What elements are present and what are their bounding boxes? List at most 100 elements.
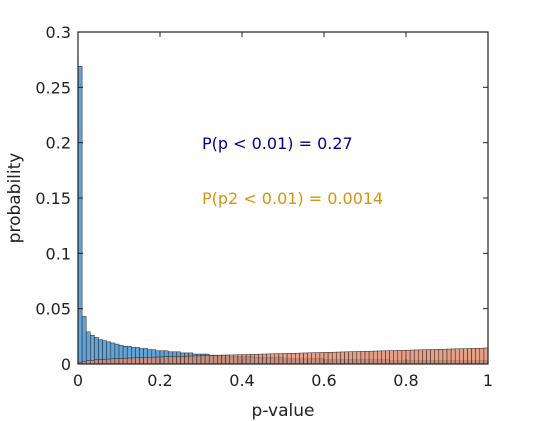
bar-series2-bin-22 xyxy=(167,356,173,365)
bar-series1-bin-1 xyxy=(81,316,87,365)
bar-series2-bin-52 xyxy=(290,353,296,365)
bar-series2-bin-47 xyxy=(270,353,276,365)
bar-series2-bin-15 xyxy=(139,357,144,365)
x-tick-label: 0.8 xyxy=(393,371,418,390)
bar-series2-bin-74 xyxy=(381,350,386,365)
bar-series2-bin-94 xyxy=(463,348,468,365)
bar-series2-bin-44 xyxy=(258,353,263,365)
histogram-bars xyxy=(77,66,489,365)
bar-series2-bin-75 xyxy=(385,350,390,365)
bar-series2-bin-55 xyxy=(303,352,308,365)
bar-series2-bin-18 xyxy=(151,356,157,365)
annotation-p: P(p < 0.01) = 0.27 xyxy=(202,134,353,153)
bar-series2-bin-32 xyxy=(208,355,214,365)
bar-series2-bin-7 xyxy=(106,358,112,365)
bar-series2-bin-99 xyxy=(483,347,489,365)
bar-series2-bin-68 xyxy=(356,351,362,365)
bar-series2-bin-80 xyxy=(405,349,411,365)
bar-series2-bin-9 xyxy=(114,358,120,365)
bar-series2-bin-23 xyxy=(172,356,177,365)
bar-series2-bin-21 xyxy=(163,356,169,365)
y-axis-title: probability xyxy=(5,153,25,244)
bar-series2-bin-88 xyxy=(438,349,444,365)
bar-series2-bin-81 xyxy=(409,349,415,365)
y-tick-label: 0.3 xyxy=(46,23,71,42)
y-tick-label: 0.25 xyxy=(35,78,71,97)
bar-series2-bin-89 xyxy=(442,348,448,365)
bar-series2-bin-78 xyxy=(397,350,403,365)
y-tick-label: 0.05 xyxy=(35,300,71,319)
bar-series2-bin-20 xyxy=(159,356,165,365)
x-tick-label: 0 xyxy=(73,371,83,390)
bar-series2-bin-62 xyxy=(331,351,337,365)
bar-series2-bin-69 xyxy=(360,351,366,365)
bar-series2-bin-16 xyxy=(143,357,148,365)
bar-series2-bin-34 xyxy=(217,355,222,365)
bar-series2-bin-59 xyxy=(319,352,325,365)
bar-series2-bin-53 xyxy=(295,352,300,365)
bar-series2-bin-19 xyxy=(155,356,161,365)
bar-series1-bin-0 xyxy=(77,66,83,365)
bar-series2-bin-57 xyxy=(311,352,317,365)
bar-series2-bin-65 xyxy=(344,351,349,365)
bar-series1-bin-2 xyxy=(85,331,91,365)
bar-series2-bin-96 xyxy=(471,348,476,365)
bar-series2-bin-54 xyxy=(299,352,304,365)
bar-series2-bin-76 xyxy=(389,350,394,365)
bar-series2-bin-50 xyxy=(282,353,288,365)
y-tick-label: 0.2 xyxy=(46,134,71,153)
x-tick-label: 0.2 xyxy=(147,371,172,390)
x-tick-label: 0.6 xyxy=(311,371,336,390)
bar-series2-bin-5 xyxy=(98,359,103,365)
bar-series2-bin-95 xyxy=(467,348,472,365)
bar-series2-bin-48 xyxy=(274,353,280,365)
bar-series2-bin-86 xyxy=(430,349,435,365)
bar-series2-bin-82 xyxy=(413,349,419,365)
bar-series2-bin-90 xyxy=(446,348,452,365)
bar-series2-bin-30 xyxy=(200,355,206,365)
y-tick-label: 0.1 xyxy=(46,244,71,263)
bar-series2-bin-36 xyxy=(225,354,230,365)
x-axis-title: p-value xyxy=(252,401,315,421)
bar-series2-bin-64 xyxy=(340,351,345,365)
annotation-p2: P(p2 < 0.01) = 0.0014 xyxy=(202,189,383,208)
bar-series2-bin-4 xyxy=(94,359,99,365)
bar-series2-bin-98 xyxy=(479,347,485,365)
bar-series2-bin-27 xyxy=(188,355,194,365)
bar-series2-bin-31 xyxy=(204,355,210,365)
bar-series1-bin-3 xyxy=(90,334,95,365)
bar-series2-bin-70 xyxy=(364,351,370,365)
bar-series2-bin-49 xyxy=(278,353,284,365)
bar-series2-bin-77 xyxy=(393,350,399,365)
bar-series2-bin-29 xyxy=(196,355,202,365)
bar-series2-bin-46 xyxy=(266,353,271,365)
x-tick-label: 0.4 xyxy=(229,371,254,390)
bar-series2-bin-93 xyxy=(459,348,464,365)
bar-series2-bin-10 xyxy=(118,358,124,365)
bar-series2-bin-51 xyxy=(286,353,292,365)
bar-series2-bin-73 xyxy=(377,350,382,365)
bar-series2-bin-41 xyxy=(245,354,251,365)
bar-series2-bin-17 xyxy=(147,356,153,365)
bar-series2-bin-56 xyxy=(307,352,312,365)
bar-series2-bin-42 xyxy=(249,354,255,365)
bar-series2-bin-60 xyxy=(323,352,329,365)
y-tick-label: 0.15 xyxy=(35,189,71,208)
bar-series2-bin-66 xyxy=(348,351,353,365)
bar-series2-bin-38 xyxy=(233,354,239,365)
bar-series2-bin-87 xyxy=(434,349,440,365)
bar-series2-bin-28 xyxy=(192,355,198,365)
bar-series2-bin-85 xyxy=(426,349,431,365)
bar-series2-bin-8 xyxy=(110,358,116,365)
bar-series2-bin-71 xyxy=(368,350,374,365)
y-tick-label: 0 xyxy=(61,355,71,374)
bar-series2-bin-39 xyxy=(237,354,243,365)
bar-series2-bin-72 xyxy=(372,350,378,365)
bar-series2-bin-33 xyxy=(213,355,218,365)
bar-series2-bin-37 xyxy=(229,354,235,365)
bar-series2-bin-83 xyxy=(418,349,423,365)
bar-series2-bin-63 xyxy=(336,351,341,365)
bar-series2-bin-26 xyxy=(184,355,189,365)
bar-series2-bin-13 xyxy=(131,357,136,365)
